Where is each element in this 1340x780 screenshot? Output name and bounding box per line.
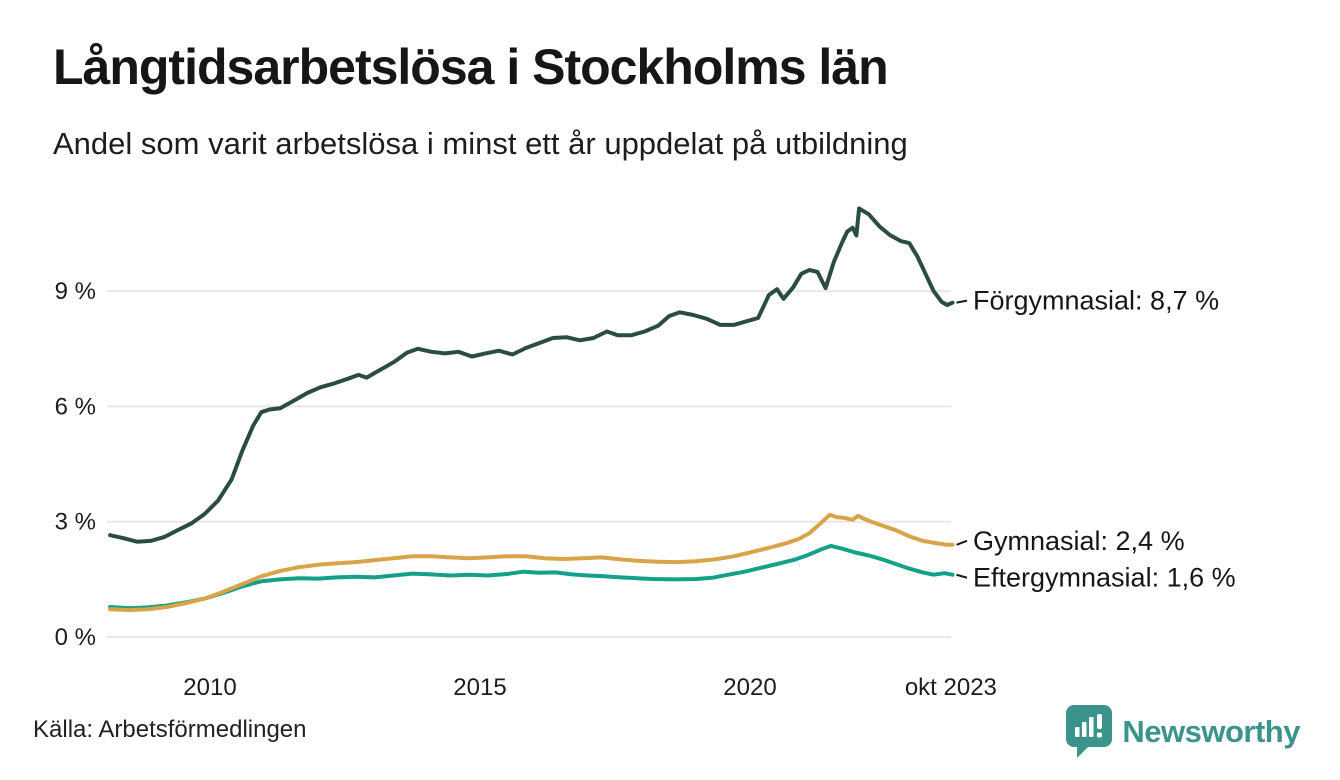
y-tick-label: 6 % bbox=[55, 393, 96, 420]
series-end-label-gymnasial: Gymnasial: 2,4 % bbox=[973, 526, 1185, 556]
y-tick-label: 0 % bbox=[55, 624, 96, 651]
series-line-eftergymnasial bbox=[108, 543, 955, 611]
x-tick-label: 2010 bbox=[183, 674, 236, 701]
label-connector-förgymnasial bbox=[956, 299, 968, 304]
series-end-label-förgymnasial: Förgymnasial: 8,7 % bbox=[973, 286, 1219, 316]
newsworthy-wordmark: Newsworthy bbox=[1122, 714, 1300, 749]
series-end-label-eftergymnasial: Eftergymnasial: 1,6 % bbox=[973, 563, 1236, 593]
label-connector-eftergymnasial bbox=[956, 573, 968, 579]
page-title: Långtidsarbetslösa i Stockholms län bbox=[53, 39, 889, 95]
x-tick-label: 2020 bbox=[723, 674, 776, 701]
x-tick-label: 2015 bbox=[453, 674, 506, 701]
source-attribution: Källa: Arbetsförmedlingen bbox=[33, 716, 307, 743]
y-tick-label: 9 % bbox=[55, 278, 96, 305]
label-connector-gymnasial bbox=[956, 539, 968, 546]
chart-subtitle: Andel som varit arbetslösa i minst ett å… bbox=[53, 126, 908, 161]
x-tick-label: okt 2023 bbox=[905, 674, 997, 701]
y-tick-label: 3 % bbox=[55, 509, 96, 536]
newsworthy-bubble-chart-icon bbox=[1066, 705, 1113, 758]
newsworthy-logo: Newsworthy bbox=[1066, 705, 1300, 759]
series-line-förgymnasial bbox=[108, 206, 955, 544]
series-line-gymnasial bbox=[108, 512, 955, 613]
